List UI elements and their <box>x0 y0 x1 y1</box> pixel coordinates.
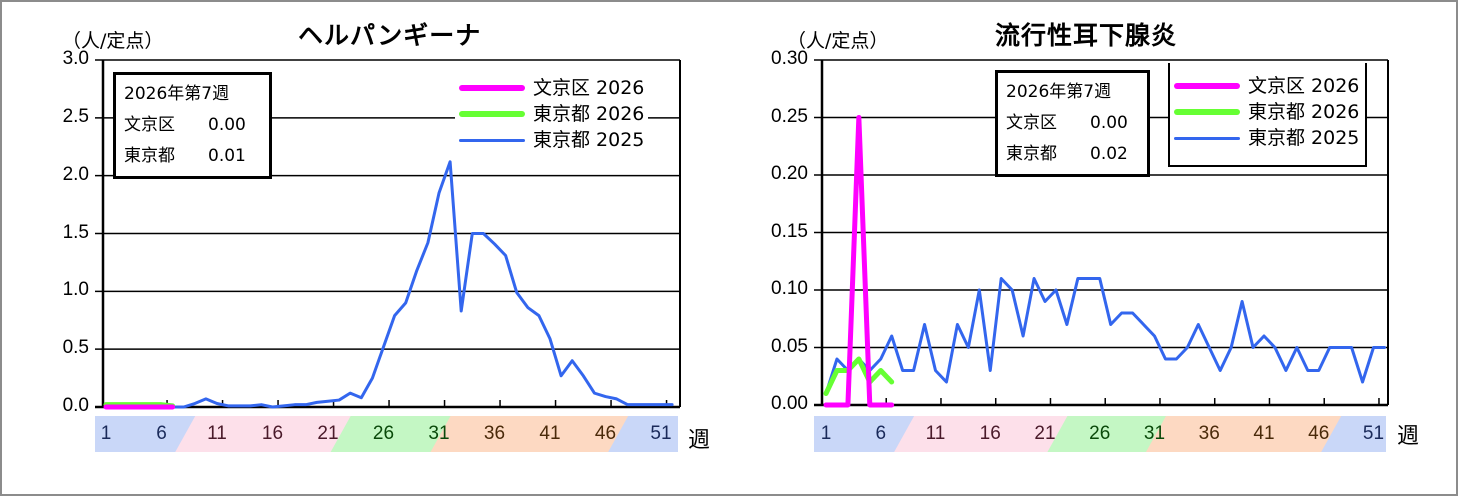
y-tick-label: 0.0 <box>62 395 89 416</box>
season-band <box>1321 416 1386 452</box>
week-label: 6 <box>875 423 887 444</box>
y-tick-label: 3.0 <box>62 48 89 69</box>
y-unit-label: （人/定点） <box>62 30 164 52</box>
y-tick-label: 2.0 <box>62 163 89 185</box>
legend-item-bunkyo-2026: 文京区 2026 <box>1174 73 1359 99</box>
info-box: 2026年第7週 文京区 0.00 東京都 0.01 <box>113 72 272 179</box>
legend-item-bunkyo-2026: 文京区 2026 <box>459 75 644 101</box>
y-tick-label: 0.00 <box>771 393 808 414</box>
week-label: 46 <box>1308 423 1330 444</box>
legend-item-tokyo-2025: 東京都 2025 <box>459 127 644 153</box>
week-label: 51 <box>650 423 672 444</box>
legend-item-tokyo-2026: 東京都 2026 <box>459 101 644 127</box>
week-label: 21 <box>317 423 339 444</box>
legend-swatch-magenta <box>1174 83 1240 89</box>
season-band <box>1145 416 1352 452</box>
legend-swatch-green <box>459 111 525 117</box>
series-line <box>823 115 895 408</box>
week-label: 21 <box>1034 423 1056 444</box>
info-box-row-bunkyo: 文京区 0.00 <box>1006 113 1128 133</box>
y-tick-label: 2.5 <box>62 105 89 127</box>
y-tick-label: 0.5 <box>62 337 89 359</box>
y-tick-label: 0.10 <box>771 278 808 299</box>
season-band <box>894 416 1078 452</box>
week-label: 41 <box>539 423 561 444</box>
week-label: 26 <box>372 423 395 444</box>
legend-swatch-magenta <box>459 85 525 91</box>
x-unit-label: 週 <box>688 428 711 453</box>
chart-title: 流行性耳下腺炎 <box>995 21 1178 50</box>
week-label: 1 <box>100 423 112 444</box>
season-band <box>175 416 361 452</box>
series-line <box>823 356 895 396</box>
y-tick-label: 0.20 <box>771 163 808 184</box>
week-label: 6 <box>156 423 167 444</box>
x-unit-label: 週 <box>1397 424 1420 449</box>
info-box-heading: 2026年第7週 <box>124 84 230 104</box>
y-tick-label: 1.5 <box>62 221 89 243</box>
info-box-heading: 2026年第7週 <box>1006 82 1112 102</box>
week-label: 41 <box>1253 423 1275 444</box>
chart-title: ヘルパンギーナ <box>298 21 482 50</box>
week-label: 26 <box>1089 423 1111 444</box>
y-tick-label: 1.0 <box>62 279 89 301</box>
week-label: 11 <box>925 423 946 444</box>
series-line <box>824 277 1386 395</box>
week-label: 36 <box>1198 423 1220 444</box>
y-tick-label: 0.25 <box>771 105 808 127</box>
y-tick-label: 0.30 <box>771 48 808 69</box>
info-box-row-bunkyo: 文京区 0.00 <box>124 115 246 135</box>
week-label: 51 <box>1362 423 1385 444</box>
legend-swatch-blue <box>459 138 525 142</box>
y-tick-label: 0.05 <box>771 335 808 357</box>
season-band <box>95 416 206 452</box>
season-band <box>330 416 461 452</box>
legend: 文京区 2026 東京都 2026 東京都 2025 <box>1168 63 1368 167</box>
week-label: 36 <box>483 423 506 444</box>
week-label: 46 <box>594 423 617 444</box>
legend-item-tokyo-2026: 東京都 2026 <box>1174 99 1359 125</box>
week-label: 11 <box>207 423 227 444</box>
legend-item-tokyo-2025: 東京都 2025 <box>1174 125 1359 151</box>
week-label: 31 <box>1143 423 1166 444</box>
week-label: 16 <box>261 423 284 444</box>
week-label: 16 <box>979 423 1001 444</box>
legend: 文京区 2026 東京都 2026 東京都 2025 <box>455 75 649 153</box>
chart-mumps: （人/定点） 流行性耳下腺炎 0.30 0.25 0.20 0.15 0.10 0.05 0… <box>715 0 1444 496</box>
season-band <box>430 416 639 452</box>
week-label: 31 <box>428 423 450 444</box>
y-unit-label: （人/定点） <box>787 30 889 52</box>
info-box-row-tokyo: 東京都 0.02 <box>1006 144 1128 164</box>
info-box-row-tokyo: 東京都 0.01 <box>124 146 246 166</box>
legend-swatch-blue <box>1174 136 1240 140</box>
y-tick-label: 0.15 <box>771 220 808 242</box>
chart-herpangina: （人/定点） ヘルパンギーナ 3.0 2.5 2.0 1.5 1.0 0.5 0.0 202… <box>62 21 711 453</box>
series-line <box>104 160 674 409</box>
plot-area <box>95 59 681 452</box>
legend-swatch-green <box>1174 109 1240 115</box>
season-band <box>608 416 678 452</box>
season-band <box>1047 416 1176 452</box>
plot-area <box>814 59 1389 452</box>
info-box: 2026年第7週 文京区 0.00 東京都 0.02 <box>995 70 1150 177</box>
week-label: 1 <box>820 423 832 444</box>
season-band <box>814 416 925 452</box>
